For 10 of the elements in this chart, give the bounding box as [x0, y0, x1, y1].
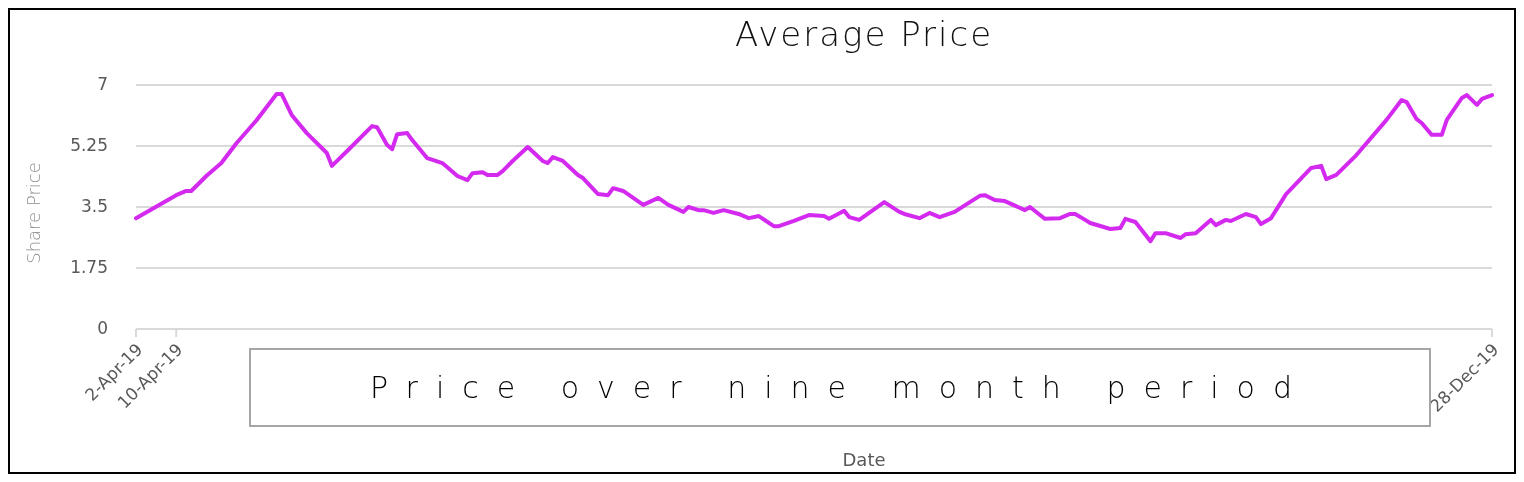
x-axis-title: Date — [842, 449, 886, 470]
line-series — [134, 92, 1494, 244]
y-tick-label: 1.75 — [70, 257, 108, 277]
text: Price over nine month period — [370, 369, 1310, 405]
y-axis-title: Share Price — [23, 162, 44, 264]
chart-title: Average Price — [734, 14, 994, 54]
y-tick-label: 7 — [97, 74, 108, 94]
y-tick-label: 5.25 — [70, 135, 108, 155]
y-tick-label: 3.5 — [80, 196, 108, 216]
y-tick-label: 0 — [97, 318, 108, 338]
